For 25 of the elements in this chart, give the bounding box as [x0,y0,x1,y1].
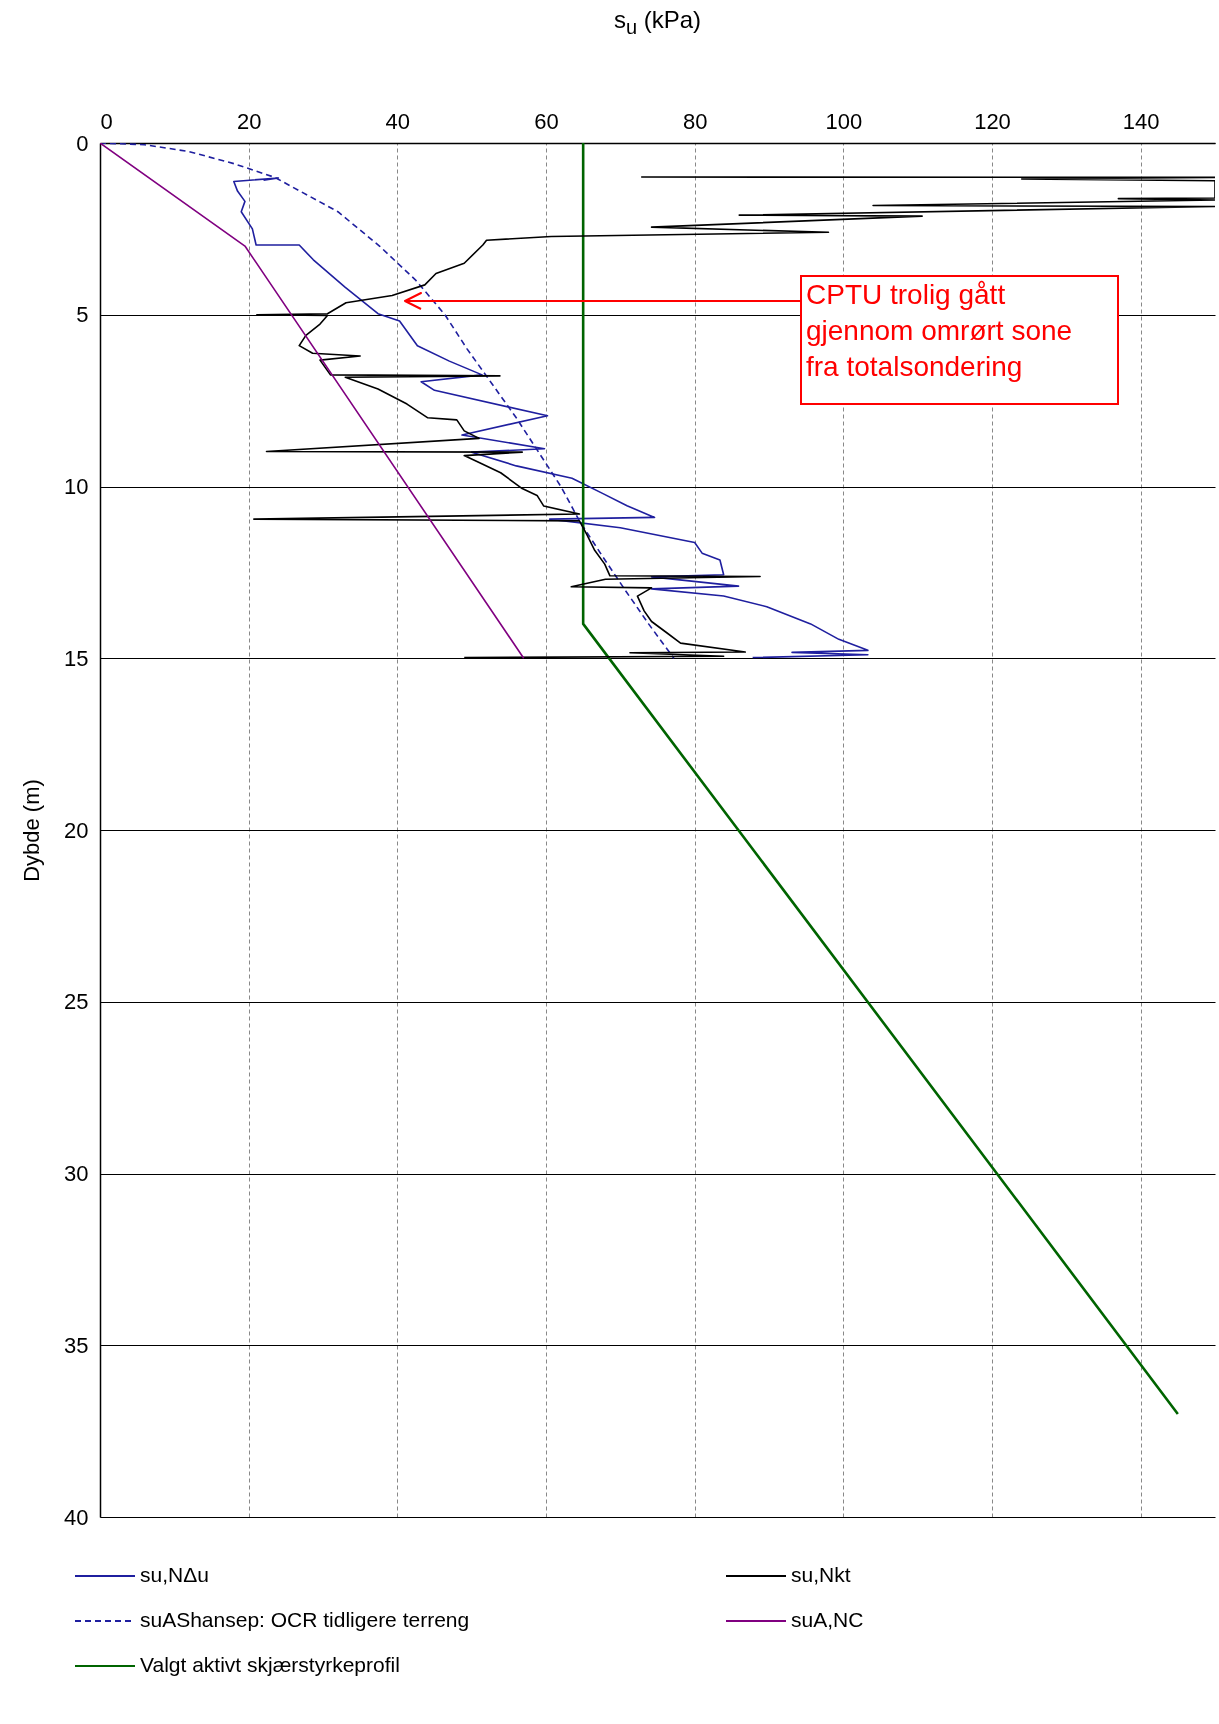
x-tick-label: 20 [236,108,262,134]
legend-label: Valgt aktivt skjærstyrkeprofil [140,1653,400,1676]
x-axis-title: s$_{u}$ (kPa) [612,6,703,39]
x-tick-label: 60 [534,108,559,134]
x-tick-label: 0 [100,108,113,134]
legend-label: su,NΔu [140,1563,209,1586]
y-tick-label: 40 [64,1504,89,1530]
legend-label: suA,NC [791,1608,864,1631]
legend-label: su,Nkt [791,1563,851,1586]
y-tick-label: 10 [64,474,89,499]
y-tick-label: 5 [76,302,89,328]
x-tick-label: 120 [974,108,1011,134]
annotation: CPTU trolig gått gjennom omrørt sone fra totalsondering [806,279,1073,382]
legend-label: suAShansep: OCR tidligere terreng [140,1608,470,1631]
x-tick-label: 100 [825,108,863,134]
y-axis-title: Dybde (m) [19,779,45,882]
y-tick-label: 25 [64,989,89,1015]
x-tick-label: 80 [682,108,708,134]
x-tick-label: 140 [1122,108,1160,134]
y-tick-label: 20 [64,817,89,843]
x-tick-label: 40 [385,108,411,134]
y-tick-label: 15 [64,645,89,671]
y-tick-label: 30 [64,1161,89,1186]
y-tick-label: 35 [64,1332,89,1358]
y-tick-label: 0 [76,130,89,156]
